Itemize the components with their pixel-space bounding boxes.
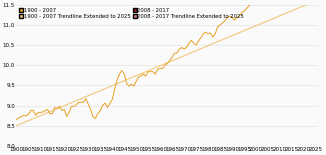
Legend: 1900 - 2007, 1900 - 2007 Trendline Extended to 2025, 2008 - 2017, 2008 - 2017 Tr: 1900 - 2007, 1900 - 2007 Trendline Exten… [19,7,245,19]
